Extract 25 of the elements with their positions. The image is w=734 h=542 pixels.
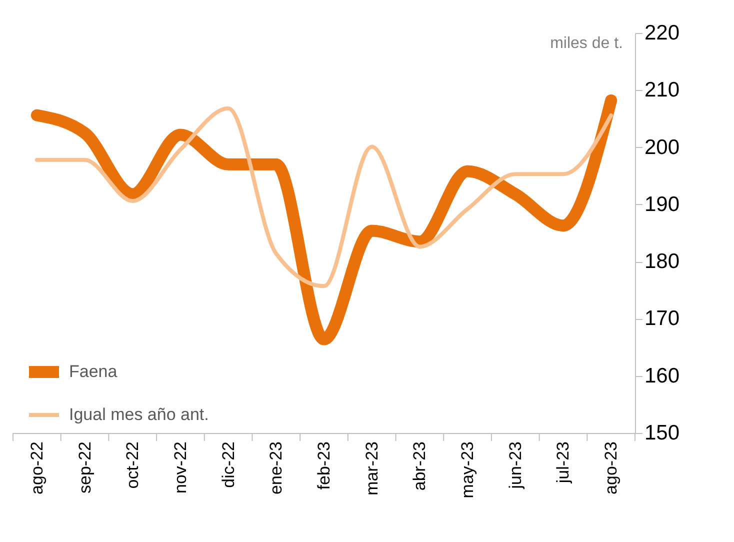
- x-tick-label: may-23: [458, 442, 478, 498]
- legend-label: Faena: [69, 362, 118, 381]
- y-tick-label: 160: [644, 364, 680, 388]
- x-tick-label: jun-23: [506, 442, 525, 490]
- y-tick-label: 180: [644, 250, 680, 274]
- x-tick-label: ene-23: [266, 442, 286, 494]
- x-tick-label: mar-23: [362, 442, 382, 496]
- x-tick-label: ago-23: [602, 442, 621, 494]
- y-tick-label: 150: [644, 422, 680, 444]
- y-tick-label: 210: [644, 78, 680, 102]
- x-tick-label: oct-22: [123, 442, 142, 489]
- x-tick-label: feb-23: [314, 442, 334, 490]
- x-tick-label: jul-23: [554, 442, 573, 484]
- y-tick-label: 200: [644, 136, 680, 159]
- x-tick-label: sep-22: [75, 442, 94, 494]
- y-tick-label: 170: [644, 307, 680, 330]
- annotation: miles de t.: [550, 35, 623, 52]
- y-tick-label: 220: [644, 22, 680, 44]
- x-tick-label: nov-22: [170, 442, 190, 494]
- x-tick-label: dic-22: [218, 442, 238, 488]
- line-series: [34, 106, 614, 288]
- legend-label: Igual mes año ant.: [69, 405, 209, 424]
- x-tick-label: abr-23: [410, 442, 430, 491]
- x-tick-label: ago-22: [27, 442, 46, 494]
- y-tick-label: 190: [644, 192, 680, 216]
